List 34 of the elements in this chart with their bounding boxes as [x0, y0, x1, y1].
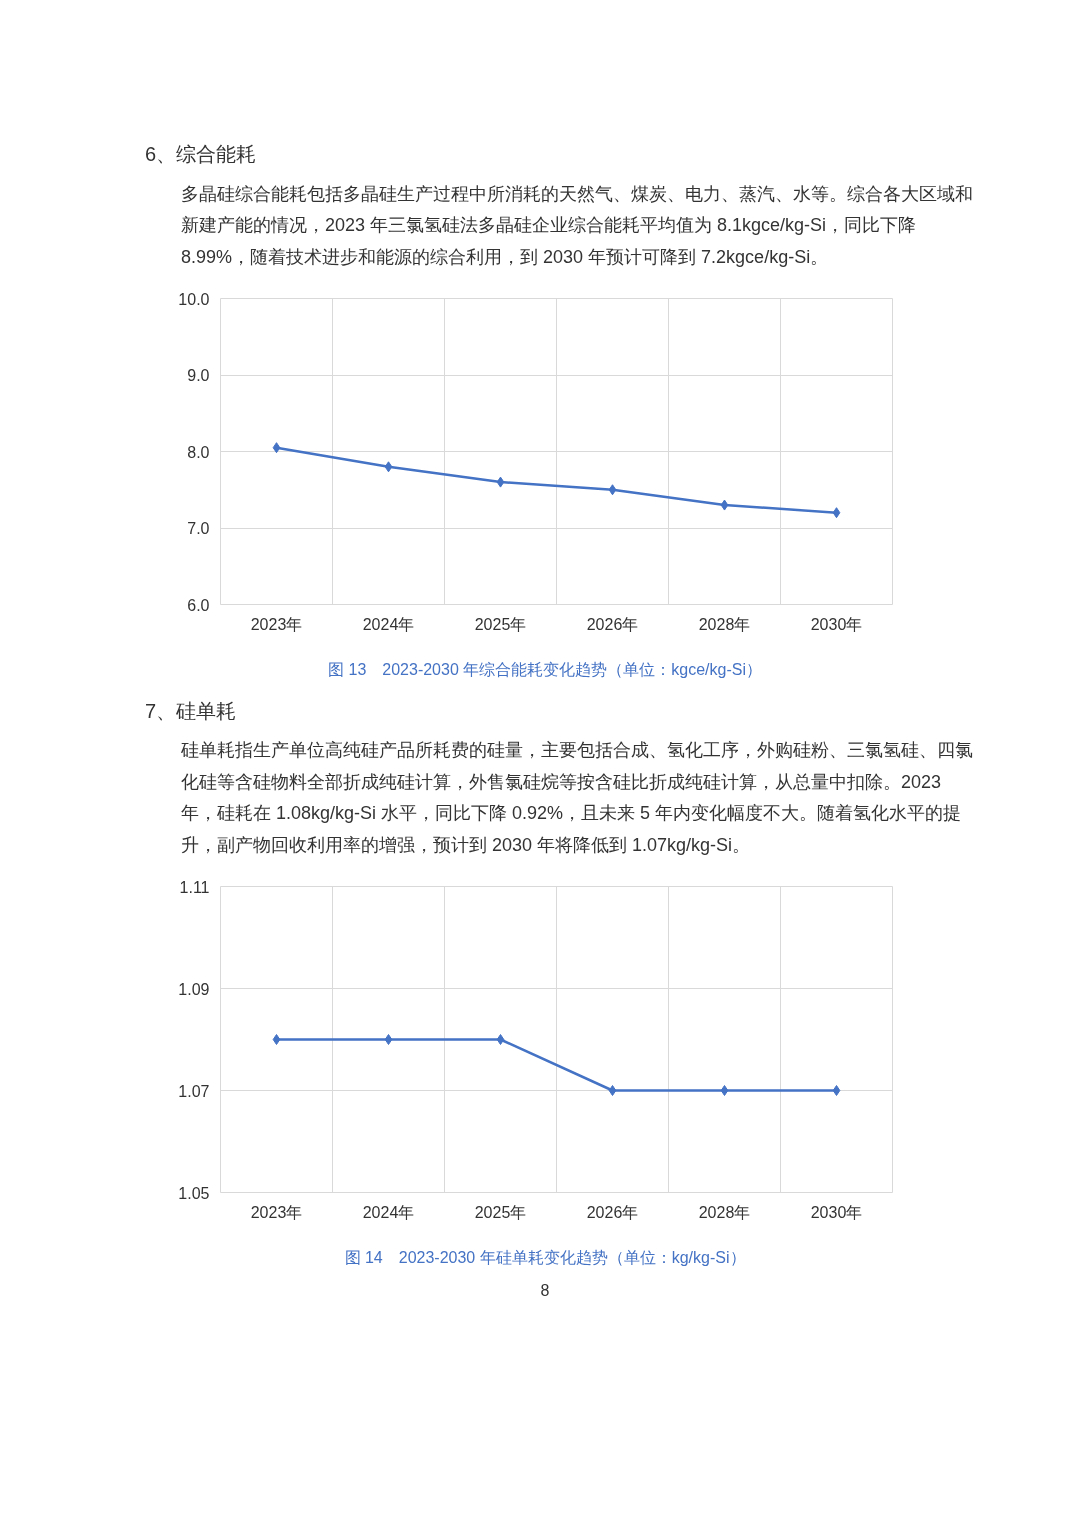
y-tick-label: 6.0	[187, 596, 210, 614]
y-tick-label: 1.09	[178, 980, 210, 998]
x-tick-label: 2024年	[362, 615, 415, 633]
x-tick-label: 2025年	[474, 615, 527, 633]
x-tick-label: 2030年	[810, 615, 863, 633]
y-tick-label: 1.11	[179, 878, 210, 896]
x-tick-label: 2028年	[698, 1203, 751, 1221]
y-tick-label: 1.05	[178, 1184, 210, 1202]
x-tick-label: 2024年	[362, 1203, 415, 1221]
x-tick-label: 2023年	[250, 1203, 303, 1221]
point	[272, 442, 281, 454]
y-tick-label: 8.0	[187, 443, 210, 461]
point	[608, 484, 617, 496]
text: 图 13 2023-2030 年综合能耗变化趋势（单位：kgce/kg-Si）	[328, 660, 762, 681]
x-tick-label: 2025年	[474, 1203, 527, 1221]
point	[384, 461, 393, 473]
point	[832, 507, 841, 519]
y-tick-label: 9.0	[187, 367, 210, 385]
text: 图 14 2023-2030 年硅单耗变化趋势（单位：kg/kg-Si）	[344, 1248, 746, 1269]
y-tick-label: 7.0	[187, 520, 210, 538]
text: 多晶硅综合能耗包括多晶硅生产过程中所消耗的天然气、煤炭、电力、蒸汽、水等。综合各大区域和新建产能的情况，2023 年三氯氢硅法多晶硅企业综合能耗平均值为 8.1kgce/kg-Si，同比下降 8.99%，随着技术进步和能源的综合利用，到 2030 年预计可降到 7.2kgce/kg-Si。	[181, 182, 974, 269]
x-tick-label: 2026年	[586, 615, 639, 633]
y-tick-label: 1.07	[178, 1082, 210, 1100]
text: 8	[540, 1281, 550, 1302]
x-tick-label: 2026年	[586, 1203, 639, 1221]
x-tick-label: 2028年	[698, 615, 751, 633]
x-tick-label: 2023年	[250, 615, 303, 633]
text: 6、综合能耗	[145, 142, 257, 167]
point	[496, 476, 505, 488]
y-tick-label: 10.0	[178, 290, 210, 308]
text: 7、硅单耗	[145, 698, 237, 724]
x-tick-label: 2030年	[810, 1203, 863, 1221]
point	[720, 499, 729, 511]
text: 硅单耗指生产单位高纯硅产品所耗费的硅量，主要包括合成、氢化工序，外购硅粉、三氯氢硅、四氯化硅等含硅物料全部折成纯硅计算，外售氯硅烷等按含硅比折成纯硅计算，从总量中扣除。2023 年，硅耗在 1.08kg/kg-Si 水平，同比下降 0.92%，且未来 5 年内变化幅度不大。随着氢化水平的提升，副产物回收利用率的增强，预计到 2030 年将降低到 1.07kg/kg-Si。	[181, 739, 974, 857]
